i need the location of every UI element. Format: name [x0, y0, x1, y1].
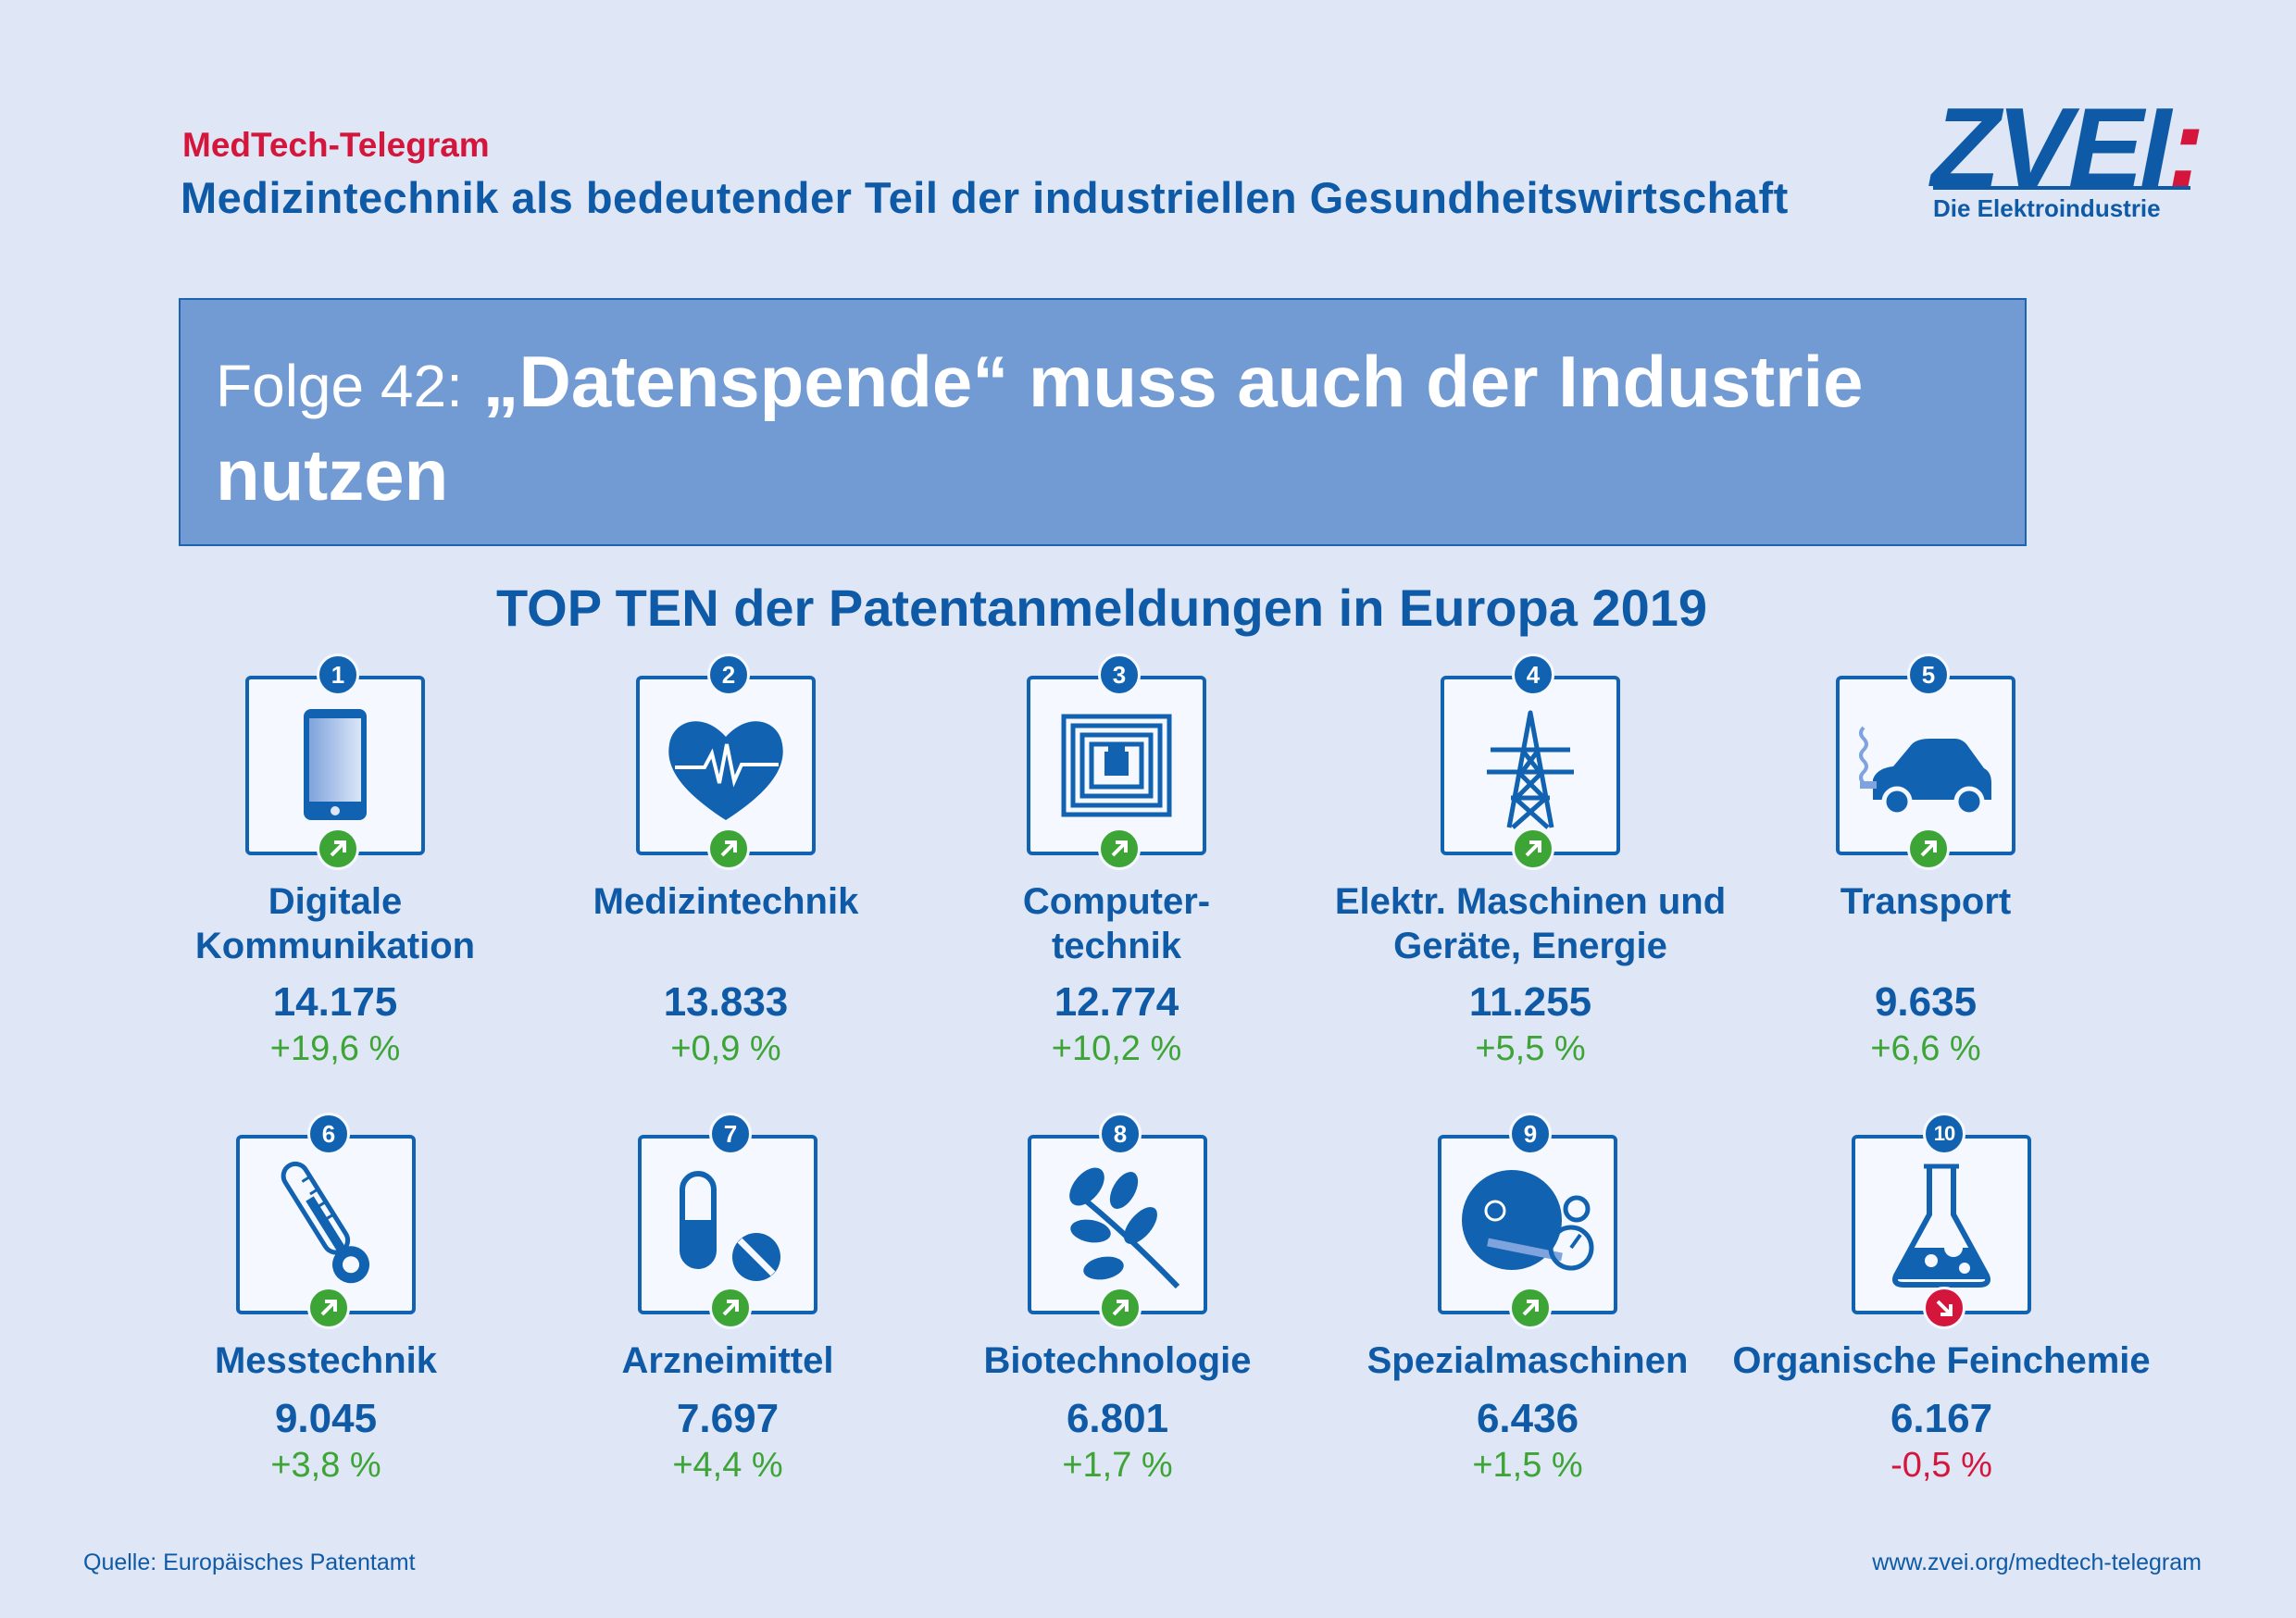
patent-category-tile: 2: [636, 653, 816, 870]
patent-category-tile: 4: [1441, 653, 1620, 870]
smartphone-icon: [304, 709, 367, 820]
footer-url[interactable]: www.zvei.org/medtech-telegram: [1872, 1550, 2202, 1575]
heart-pulse-icon: [668, 721, 783, 820]
patent-category-tile: 3: [1027, 653, 1206, 870]
application-count: 6.436: [1476, 1396, 1579, 1441]
banner-title-block: Folge 42: „Datenspende“ muss auch der In…: [216, 337, 1993, 519]
patent-category-tile: 10: [1852, 1113, 2031, 1329]
trend-up-icon: [317, 828, 359, 870]
rank-badge: 6: [307, 1113, 350, 1155]
logo-rule: [1933, 186, 2190, 190]
change-percent: +0,9 %: [670, 1029, 781, 1068]
category-label: Computer-technik: [1022, 881, 1211, 966]
power-pylon-icon: [1487, 710, 1574, 829]
patent-category-tile: 6: [236, 1113, 416, 1329]
application-count: 7.697: [676, 1396, 780, 1441]
logo-wordmark: ZVEI: [1931, 84, 2171, 210]
patent-category-tile: 5: [1836, 653, 2015, 870]
banner-title: „Datenspende“ muss auch der Industrie nu…: [216, 341, 1864, 516]
thermometer-icon: [281, 1161, 370, 1284]
rank-badge: 5: [1907, 653, 1950, 696]
flask-icon: [1892, 1164, 1990, 1288]
change-percent: +4,4 %: [672, 1446, 783, 1485]
change-percent: +3,8 %: [270, 1446, 381, 1485]
rank-badge: 2: [707, 653, 750, 696]
rank-badge: 10: [1923, 1113, 1965, 1155]
change-percent: -0,5 %: [1890, 1446, 1992, 1485]
application-count: 6.167: [1890, 1396, 1993, 1441]
category-label: Spezialmaschinen: [1366, 1340, 1689, 1381]
rank-badge: 3: [1098, 653, 1141, 696]
application-count: 9.045: [274, 1396, 378, 1441]
zvei-logo: ZVEI: Die Elektroindustrie: [1931, 91, 2205, 230]
application-count: 6.801: [1066, 1396, 1169, 1441]
change-percent: +1,7 %: [1062, 1446, 1173, 1485]
application-count: 12.774: [1054, 979, 1179, 1025]
application-count: 14.175: [272, 979, 398, 1025]
rank-badge: 8: [1099, 1113, 1142, 1155]
application-count: 11.255: [1468, 979, 1592, 1025]
episode-banner: Folge 42: „Datenspende“ muss auch der In…: [179, 298, 2027, 546]
category-label: Digitale Kommunikation: [194, 881, 476, 966]
trend-up-icon: [709, 1287, 752, 1329]
pills-icon: [680, 1171, 780, 1281]
change-percent: +5,5 %: [1475, 1029, 1586, 1068]
category-label: Messtechnik: [214, 1340, 438, 1381]
category-label: Medizintechnik: [593, 881, 859, 922]
rank-badge: 9: [1509, 1113, 1552, 1155]
change-percent: +19,6 %: [269, 1029, 401, 1068]
category-label: Biotechnologie: [983, 1340, 1252, 1381]
car-icon: [1859, 726, 1991, 817]
chip-icon: [1061, 714, 1172, 817]
trend-up-icon: [1099, 1287, 1142, 1329]
trend-up-icon: [707, 828, 750, 870]
application-count: 9.635: [1874, 979, 1978, 1025]
patent-category-tile: 1: [245, 653, 425, 870]
patent-category-tile: 8: [1028, 1113, 1207, 1329]
change-percent: +1,5 %: [1472, 1446, 1583, 1485]
change-percent: +6,6 %: [1870, 1029, 1981, 1068]
rank-badge: 7: [709, 1113, 752, 1155]
category-label: Elektr. Maschinen und Geräte, Energie: [1334, 881, 1727, 966]
application-count: 13.833: [663, 979, 789, 1025]
chart-title: TOP TEN der Patentanmeldungen in Europa …: [495, 579, 1707, 637]
change-percent: +10,2 %: [1051, 1029, 1182, 1068]
patent-category-tile: 9: [1438, 1113, 1617, 1329]
rank-badge: 4: [1512, 653, 1554, 696]
category-label: Transport: [1840, 881, 2012, 922]
category-label: Organische Feinchemie: [1732, 1340, 2151, 1381]
subtitle: Medizintechnik als bedeutender Teil der …: [181, 173, 1789, 222]
trend-up-icon: [1098, 828, 1141, 870]
rank-badge: 1: [317, 653, 359, 696]
category-label: Arzneimittel: [621, 1340, 834, 1381]
trend-down-icon: [1923, 1287, 1965, 1329]
patent-category-tile: 7: [638, 1113, 817, 1329]
trend-up-icon: [1907, 828, 1950, 870]
trend-up-icon: [1509, 1287, 1552, 1329]
logo-colon: :: [2167, 84, 2205, 210]
leaf-branch-icon: [1069, 1167, 1180, 1289]
trend-up-icon: [307, 1287, 350, 1329]
trend-up-icon: [1512, 828, 1554, 870]
kicker: MedTech-Telegram: [182, 126, 490, 164]
machine-disc-icon: [1462, 1170, 1594, 1271]
source-note: Quelle: Europäisches Patentamt: [83, 1550, 416, 1575]
logo-tagline: Die Elektroindustrie: [1933, 194, 2161, 222]
banner-prefix: Folge 42:: [216, 353, 463, 419]
